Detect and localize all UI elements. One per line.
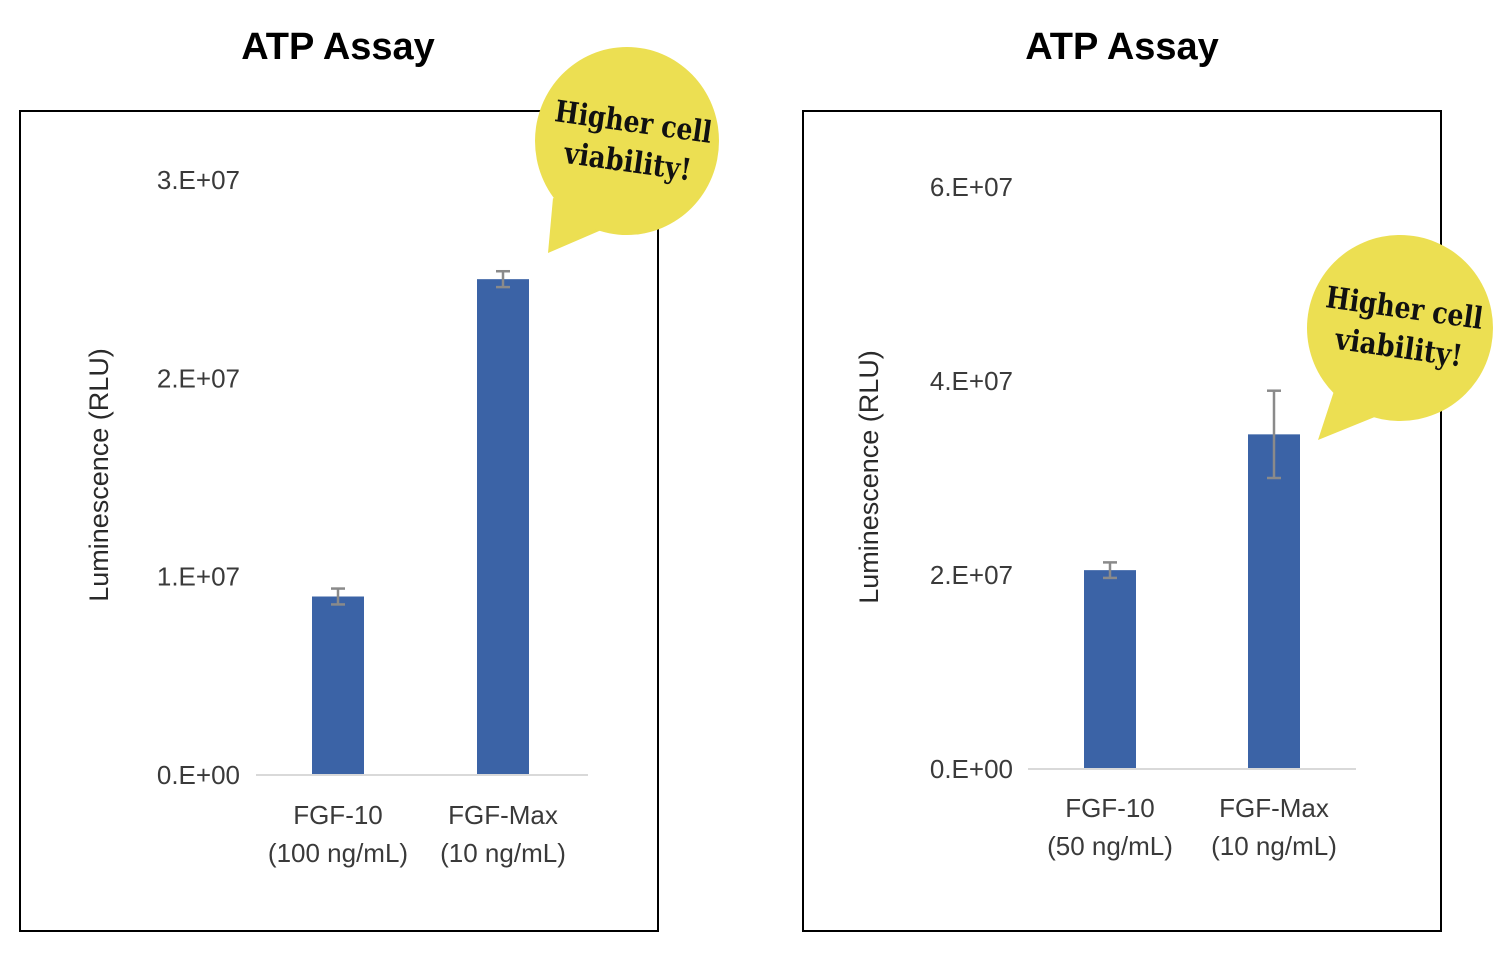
chart-panel-right: ATP Assay 0.E+00 2.E+07 4.E+07 6.E+07 Lumine… [782,0,1493,962]
chart-plot: 0.E+00 1.E+07 2.E+07 3.E+07 Luminescence (RL… [84,47,719,868]
callout-circle [535,47,719,235]
x-tick-label: (10 ng/mL) [1211,831,1337,861]
y-tick-label: 4.E+07 [930,366,1013,396]
y-axis-label: Luminescence (RLU) [854,350,884,604]
chart-panel-left: ATP Assay 0.E+00 1.E+07 2.E+07 3.E+07 Lumine… [0,0,719,962]
y-tick-label: 6.E+07 [930,172,1013,202]
callout-tail [548,198,620,253]
bar [1248,434,1300,769]
y-axis-label: Luminescence (RLU) [84,348,114,602]
y-tick-label: 2.E+07 [157,363,240,393]
y-tick-label: 3.E+07 [157,165,240,195]
callout-tail [1318,388,1392,440]
x-tick-label: FGF-10 [293,800,383,830]
x-tick-label: (50 ng/mL) [1047,831,1173,861]
chart-title: ATP Assay [1025,26,1219,68]
y-tick-label: 0.E+00 [930,754,1013,784]
y-tick-label: 0.E+00 [157,760,240,790]
x-tick-label: (100 ng/mL) [268,838,408,868]
y-tick-label: 1.E+07 [157,562,240,592]
x-tick-label: FGF-Max [1219,793,1329,823]
bar [477,279,529,775]
bar [1084,570,1136,769]
chart-frame [802,110,1442,932]
chart-plot: 0.E+00 2.E+07 4.E+07 6.E+07 Luminescence (RL… [854,172,1493,861]
callout-circle [1307,235,1493,421]
bar [312,596,364,775]
chart-title: ATP Assay [241,26,435,68]
x-tick-label: FGF-10 [1065,793,1155,823]
y-tick-label: 2.E+07 [930,560,1013,590]
x-tick-label: (10 ng/mL) [440,838,566,868]
x-tick-label: FGF-Max [448,800,558,830]
